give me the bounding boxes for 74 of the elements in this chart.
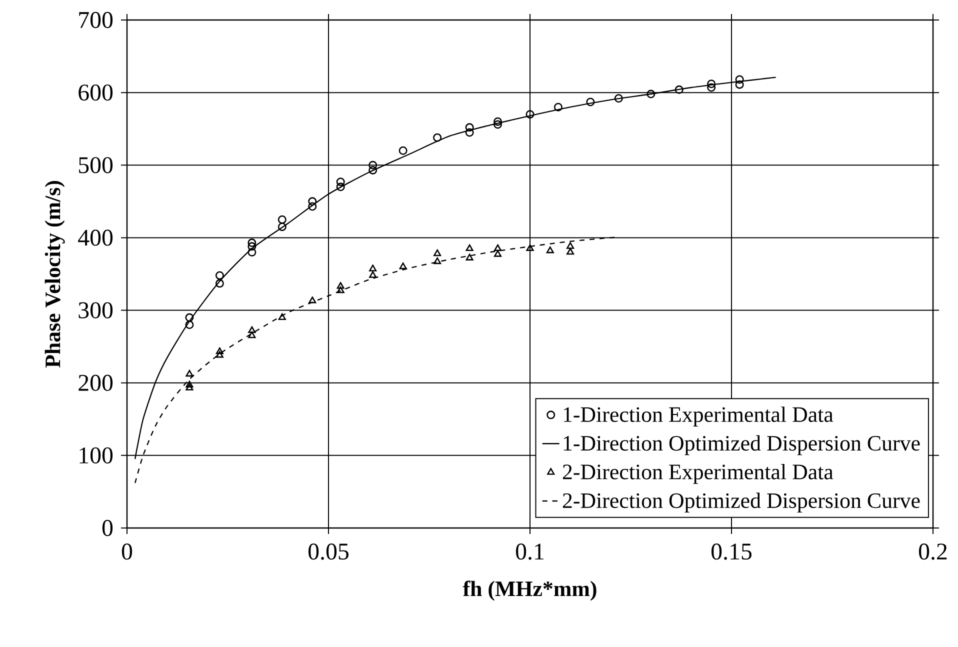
point — [707, 80, 716, 88]
x-tick-label: 0.1 — [516, 544, 544, 560]
point — [185, 313, 194, 322]
point — [185, 320, 194, 330]
point — [465, 128, 474, 137]
point — [369, 271, 377, 278]
point — [368, 160, 378, 170]
legend-label: 1-Direction Optimized Dispersion Curve — [564, 435, 920, 456]
point — [646, 90, 656, 98]
point — [466, 254, 474, 260]
point — [216, 351, 224, 358]
point — [308, 202, 317, 211]
point — [216, 347, 224, 354]
point — [566, 242, 574, 249]
point — [248, 248, 256, 256]
point — [248, 326, 256, 334]
point — [248, 331, 256, 338]
y-axis-title: Phase Velocity (m/s) — [44, 181, 65, 368]
point — [466, 244, 474, 252]
point — [278, 215, 286, 224]
point — [278, 222, 286, 232]
legend-label: 1-Direction Experimental Data — [564, 406, 834, 426]
x-tick-label: 0 — [122, 544, 132, 560]
point — [215, 279, 224, 288]
point — [735, 75, 744, 84]
y-tick-label: 600 — [78, 84, 113, 101]
y-tick-label: 100 — [80, 447, 113, 464]
point — [186, 370, 194, 377]
point — [494, 120, 502, 129]
point — [494, 250, 502, 257]
point — [526, 110, 534, 119]
point — [186, 380, 194, 388]
y-tick-label: 200 — [78, 374, 113, 391]
point — [546, 246, 554, 254]
y-tick-label: 400 — [78, 230, 113, 246]
point — [434, 257, 442, 264]
y-tick-label: 300 — [78, 302, 113, 318]
point — [433, 133, 442, 142]
point — [278, 313, 286, 320]
point — [674, 85, 684, 94]
y-tick-label: 700 — [79, 12, 113, 28]
point — [248, 238, 256, 248]
point — [186, 384, 194, 390]
y-tick-label: 0 — [102, 520, 113, 536]
point — [735, 80, 744, 89]
point — [586, 98, 595, 106]
x-tick-label: 0.15 — [711, 544, 752, 560]
point — [336, 286, 344, 294]
point — [308, 296, 316, 304]
point — [336, 282, 344, 289]
point — [369, 264, 377, 272]
point — [308, 197, 317, 206]
point — [398, 146, 408, 155]
x-tick-label: 0.2 — [918, 544, 947, 560]
y-tick-label: 500 — [79, 157, 113, 174]
legend-label: 2-Direction Experimental Data — [562, 464, 834, 484]
point — [465, 123, 474, 132]
x-tick-label: 0.05 — [308, 544, 348, 560]
point — [494, 117, 502, 126]
point — [248, 242, 256, 251]
point — [215, 271, 224, 280]
point — [494, 244, 502, 252]
x-axis-title: fh (MHz*mm) — [462, 580, 596, 601]
legend-label: 2-Direction Optimized Dispersion Curve — [562, 492, 920, 513]
point — [707, 83, 716, 92]
point — [336, 178, 345, 186]
point — [554, 102, 562, 112]
point — [614, 94, 623, 103]
point — [526, 244, 534, 252]
point — [336, 182, 345, 192]
point — [566, 248, 574, 255]
point — [399, 262, 407, 270]
point — [434, 249, 442, 256]
point — [368, 166, 378, 174]
